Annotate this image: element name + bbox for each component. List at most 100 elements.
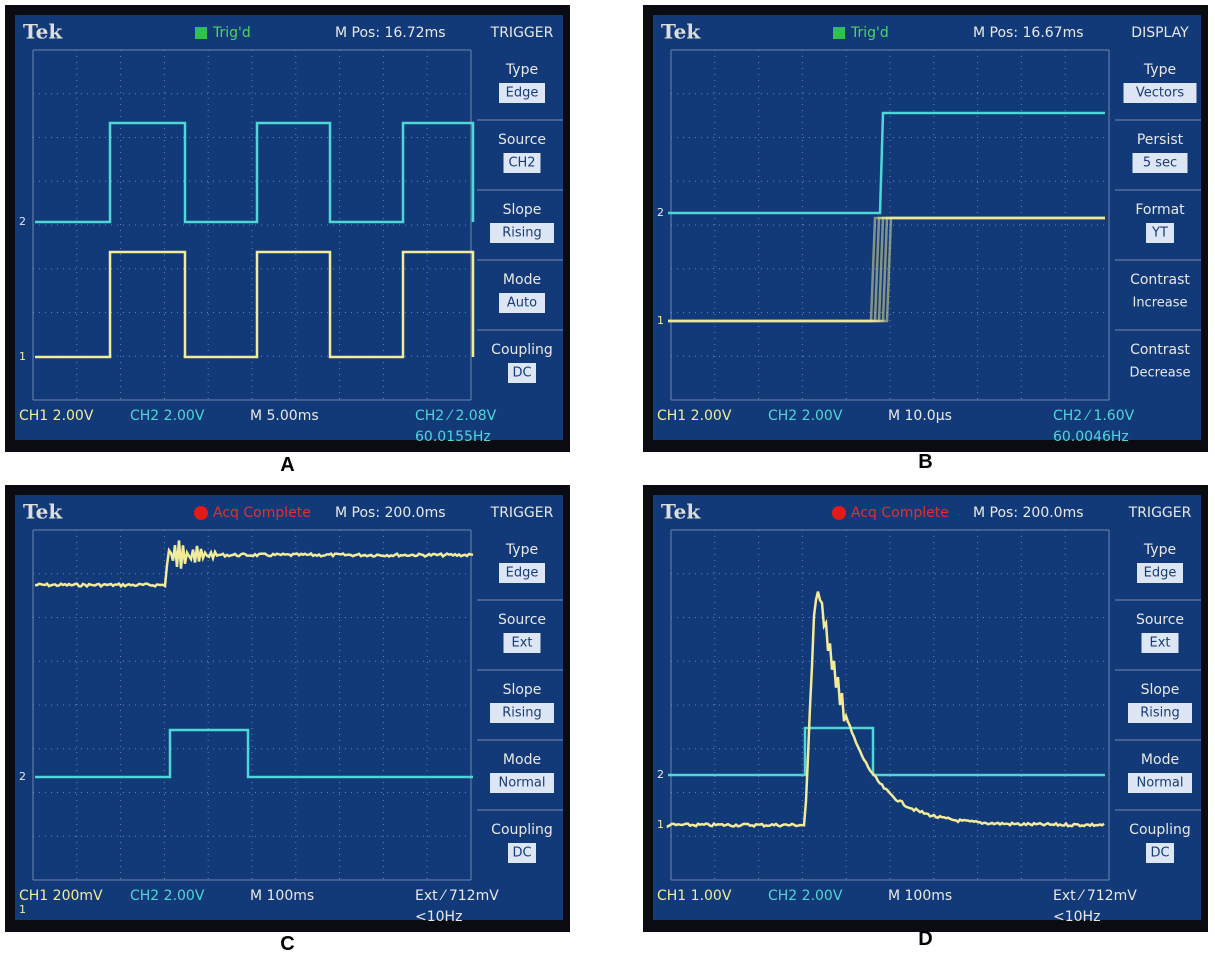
frequency: <10Hz	[415, 909, 462, 925]
menu-label: Format	[1135, 202, 1185, 218]
menu-value: Decrease	[1130, 366, 1191, 381]
caption: D	[643, 928, 1208, 951]
menu-title: TRIGGER	[490, 25, 554, 41]
figure: {"panels": [ {"brand": "Tek", "status": …	[0, 0, 1215, 956]
status: Trig'd	[850, 25, 889, 41]
screen	[15, 495, 563, 920]
ch2-marker: 2	[657, 768, 664, 781]
timebase: M 100ms	[250, 888, 314, 904]
caption: B	[643, 451, 1208, 474]
ch2-scale: CH2 2.00V	[130, 408, 205, 424]
m-pos: M Pos: 16.67ms	[973, 25, 1084, 41]
brand: Tek	[661, 20, 701, 44]
menu-value: DC	[512, 366, 531, 381]
screen	[15, 15, 563, 440]
screen	[653, 495, 1201, 920]
menu-label: Contrast	[1130, 272, 1190, 288]
ch2-marker: 2	[19, 770, 26, 783]
menu-value: Edge	[1144, 566, 1177, 581]
brand: Tek	[23, 20, 63, 44]
menu-label: Coupling	[491, 822, 553, 838]
menu-label: Type	[505, 542, 538, 558]
menu-label: Slope	[1141, 682, 1180, 698]
ch1-marker: 1	[657, 314, 664, 327]
menu-label: Type	[505, 62, 538, 78]
brand: Tek	[23, 500, 63, 524]
scope-screen: TekAcq CompleteM Pos: 200.0msTRIGGER21Ty…	[5, 485, 570, 932]
menu-label: Type	[1143, 542, 1176, 558]
ch1-marker: 1	[657, 818, 664, 831]
status-icon	[833, 27, 845, 39]
menu-label: Coupling	[491, 342, 553, 358]
menu-label: Source	[498, 132, 546, 148]
menu-label: Slope	[503, 202, 542, 218]
scope-screen: Tek Trig'd M Pos: 16.67ms DISPLAY 2 1 Type Vect…	[643, 5, 1208, 452]
screen	[653, 15, 1201, 440]
scope-display: Tek Trig'd M Pos: 16.67ms DISPLAY 2 1 Type Vect…	[643, 5, 1208, 452]
timebase: M 5.00ms	[250, 408, 319, 424]
menu-value: Rising	[502, 226, 542, 241]
ch1-marker: 1	[19, 350, 26, 363]
menu-title: TRIGGER	[1128, 505, 1192, 521]
scope-display: Tek Trig'd M Pos: 16.72ms TRIGGER 2 1 Type Edge…	[5, 5, 570, 452]
menu-title: TRIGGER	[490, 505, 554, 521]
ch1-marker: 1	[19, 903, 26, 916]
ch2-marker: 2	[19, 215, 26, 228]
menu-value: Rising	[1140, 706, 1180, 721]
menu-value: Edge	[506, 86, 539, 101]
menu-label: Source	[498, 612, 546, 628]
menu-value: DC	[512, 846, 531, 861]
ch1-scale: CH1 200mV	[19, 888, 103, 904]
menu-label: Type	[1143, 62, 1176, 78]
trigger-level: Ext ⁄ 712mV	[1053, 888, 1137, 904]
menu-label: Coupling	[1129, 822, 1191, 838]
trigger-level: Ext ⁄ 712mV	[415, 888, 499, 904]
m-pos: M Pos: 16.72ms	[335, 25, 446, 41]
status-icon	[195, 27, 207, 39]
menu-label: Mode	[503, 752, 541, 768]
menu-label: Persist	[1137, 132, 1184, 148]
m-pos: M Pos: 200.0ms	[973, 505, 1084, 521]
status-icon	[194, 506, 208, 520]
status: Acq Complete	[851, 505, 949, 521]
ch1-scale: CH1 2.00V	[657, 408, 732, 424]
menu-value: 5 sec	[1143, 156, 1177, 171]
caption: A	[5, 454, 570, 477]
ch2-marker: 2	[657, 206, 664, 219]
menu-value: DC	[1150, 846, 1169, 861]
brand: Tek	[661, 500, 701, 524]
scope-screen: Tek Acq Complete M Pos: 200.0ms TRIGGER 2 1 Ty…	[643, 485, 1208, 932]
trigger-level: CH2 ⁄ 2.08V	[415, 408, 497, 424]
menu-label: Slope	[503, 682, 542, 698]
ch2-scale: CH2 2.00V	[130, 888, 205, 904]
menu-value: Ext	[511, 636, 532, 651]
menu-value: CH2	[508, 156, 535, 171]
trigger-level: CH2 ⁄ 1.60V	[1053, 408, 1135, 424]
frequency: 60.0046Hz	[1053, 429, 1129, 445]
menu-value: Normal	[498, 776, 545, 791]
ch2-scale: CH2 2.00V	[768, 408, 843, 424]
menu-label: Mode	[1141, 752, 1179, 768]
menu-title: DISPLAY	[1131, 25, 1189, 41]
timebase: M 10.0µs	[888, 408, 952, 424]
menu-value: Increase	[1132, 296, 1187, 311]
menu-value: Edge	[506, 566, 539, 581]
menu-label: Contrast	[1130, 342, 1190, 358]
menu-value: Normal	[1136, 776, 1183, 791]
ch1-scale: CH1 1.00V	[657, 888, 732, 904]
frequency: 60.0155Hz	[415, 429, 491, 445]
timebase: M 100ms	[888, 888, 952, 904]
scope-display: Tek Acq Complete M Pos: 200.0ms TRIGGER 2 1 Ty…	[643, 485, 1208, 932]
ch1-scale: CH1 2.00V	[19, 408, 94, 424]
menu-value: Ext	[1149, 636, 1170, 651]
menu-label: Mode	[503, 272, 541, 288]
status: Acq Complete	[213, 505, 311, 521]
menu-label: Source	[1136, 612, 1184, 628]
status: Trig'd	[212, 25, 251, 41]
menu-value: Auto	[507, 296, 537, 311]
status-icon	[832, 506, 846, 520]
caption: C	[5, 933, 570, 956]
ch2-scale: CH2 2.00V	[768, 888, 843, 904]
menu-value: Vectors	[1136, 86, 1184, 101]
